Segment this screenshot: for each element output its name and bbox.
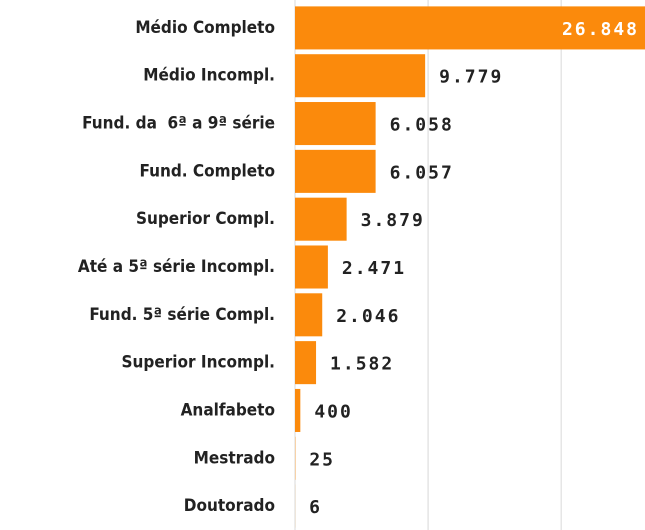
value-label: 1.582 — [330, 354, 394, 375]
value-label: 26.848 — [562, 19, 639, 40]
value-label: 2.471 — [342, 258, 406, 279]
category-label: Fund. da 6ª a 9ª série — [82, 114, 275, 134]
bar — [295, 388, 301, 432]
bar — [295, 245, 328, 289]
category-label: Superior Incompl. — [122, 353, 275, 373]
bar — [295, 341, 317, 385]
bar — [295, 293, 323, 337]
value-label: 6 — [309, 497, 322, 518]
bar — [295, 149, 376, 193]
value-label: 2.046 — [336, 306, 400, 327]
category-label: Fund. 5ª série Compl. — [89, 305, 275, 325]
category-label: Superior Compl. — [136, 209, 275, 229]
category-label: Até a 5ª série Incompl. — [78, 257, 275, 277]
value-label: 6.057 — [390, 162, 454, 183]
category-label: Médio Incompl. — [143, 66, 275, 86]
bar — [295, 197, 347, 241]
category-label: Fund. Completo — [139, 161, 275, 181]
value-label: 3.879 — [361, 210, 425, 231]
category-label: Médio Completo — [135, 18, 275, 38]
category-label: Analfabeto — [181, 400, 275, 420]
bar — [295, 6, 645, 50]
value-label: 400 — [314, 401, 353, 422]
category-label: Mestrado — [194, 448, 275, 468]
value-label: 6.058 — [390, 115, 454, 136]
category-label: Doutorado — [184, 496, 275, 516]
value-label: 9.779 — [439, 67, 503, 88]
bar — [295, 102, 376, 146]
bar — [295, 54, 426, 98]
value-label: 25 — [309, 449, 335, 470]
